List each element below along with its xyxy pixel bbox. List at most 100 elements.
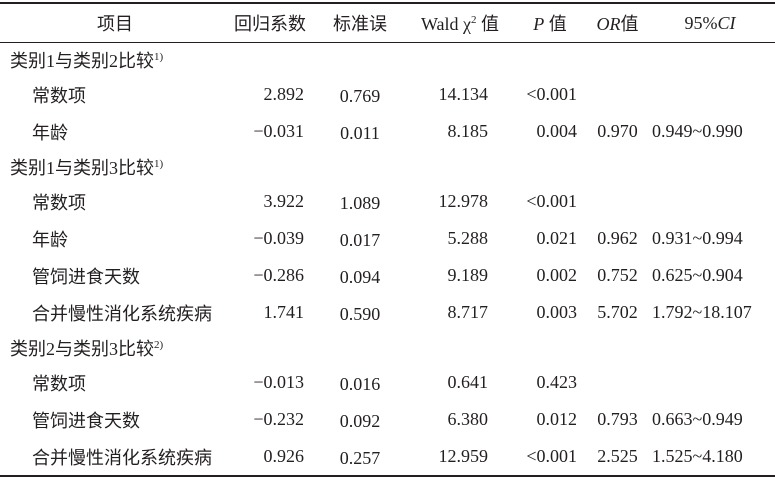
header-text: 标准误 <box>333 14 387 34</box>
cell: 0.590 <box>310 294 410 331</box>
header-row: 项目 回归系数 标准误 Wald χ2 值 P 值 OR值 95%CI <box>0 3 775 43</box>
row-label: 常数项 <box>32 192 86 213</box>
group-title: 类别1与类别2比较 <box>10 50 154 71</box>
cell: 0.094 <box>310 257 410 294</box>
table-header: 项目 回归系数 标准误 Wald χ2 值 P 值 OR值 95%CI <box>0 3 775 43</box>
cell <box>645 76 775 113</box>
cell-value: 0.003 <box>536 302 578 322</box>
cell: 0.641 <box>410 364 510 401</box>
group-note: 1) <box>154 157 164 170</box>
data-row: 管饲进食天数 −0.286 0.094 9.189 0.002 0.752 0.625~0.… <box>0 257 775 294</box>
header-text: 回归系数 <box>234 14 306 34</box>
cell-value: 0.926 <box>263 446 305 466</box>
cell-value: 1.792~18.107 <box>652 302 752 322</box>
cell: 0.926 <box>230 438 310 476</box>
cell-value: 0.962 <box>597 228 638 248</box>
cell-value: 0.970 <box>597 121 638 141</box>
group-cell: 类别1与类别3比较1) <box>0 150 775 183</box>
cell-value: 1.525~4.180 <box>652 446 743 466</box>
cell-value: 0.423 <box>536 372 578 392</box>
cell-value: 0.092 <box>339 411 381 431</box>
cell: 合并慢性消化系统疾病 <box>0 438 230 476</box>
cell <box>590 183 645 220</box>
cell: 0.012 <box>510 401 590 438</box>
cell <box>645 364 775 401</box>
cell-value: 3.922 <box>263 191 305 211</box>
cell-value: 5.288 <box>447 228 489 248</box>
header-cell: P 值 <box>510 3 590 43</box>
header-cell: 项目 <box>0 3 230 43</box>
group-row: 类别1与类别3比较1) <box>0 150 775 183</box>
cell: 0.011 <box>310 113 410 150</box>
cell: 0.752 <box>590 257 645 294</box>
cell-value: −0.286 <box>253 265 304 285</box>
cell-value: 0.002 <box>536 265 578 285</box>
group-note: 2) <box>154 338 164 351</box>
cell: 3.922 <box>230 183 310 220</box>
header-text: 95% <box>684 12 718 33</box>
cell-value: 0.011 <box>340 123 380 143</box>
cell: 1.792~18.107 <box>645 294 775 331</box>
data-row: 常数项 3.922 1.089 12.978 <0.001 <box>0 183 775 220</box>
cell-value: −0.039 <box>253 228 304 248</box>
header-italic: OR <box>596 14 621 34</box>
cell: 0.017 <box>310 220 410 257</box>
row-label: 常数项 <box>32 373 86 394</box>
cell-value: −0.013 <box>253 372 304 392</box>
cell: 0.423 <box>510 364 590 401</box>
row-label: 管饲进食天数 <box>32 410 140 431</box>
cell: 0.793 <box>590 401 645 438</box>
header-italic: P <box>533 14 545 34</box>
group-title: 类别1与类别3比较 <box>10 157 154 178</box>
header-text: Wald χ <box>420 14 472 34</box>
cell-value: 0.012 <box>536 409 578 429</box>
cell: 常数项 <box>0 183 230 220</box>
cell: <0.001 <box>510 76 590 113</box>
cell-value: 0.663~0.949 <box>652 409 743 429</box>
cell-value: 12.978 <box>438 191 489 211</box>
group-row: 类别1与类别2比较1) <box>0 43 775 77</box>
cell: 年龄 <box>0 220 230 257</box>
row-label: 合并慢性消化系统疾病 <box>32 303 212 324</box>
data-row: 年龄 −0.031 0.011 8.185 0.004 0.970 0.949~0.990 <box>0 113 775 150</box>
cell: 0.092 <box>310 401 410 438</box>
cell-value: 6.380 <box>447 409 489 429</box>
cell: 1.525~4.180 <box>645 438 775 476</box>
cell: 0.625~0.904 <box>645 257 775 294</box>
cell: 0.016 <box>310 364 410 401</box>
cell: 5.288 <box>410 220 510 257</box>
cell: 0.003 <box>510 294 590 331</box>
cell: 0.949~0.990 <box>645 113 775 150</box>
cell: 管饲进食天数 <box>0 401 230 438</box>
header-cell: 回归系数 <box>230 3 310 43</box>
cell: 0.769 <box>310 76 410 113</box>
cell: 1.741 <box>230 294 310 331</box>
header-text: 值 <box>620 14 639 34</box>
header-cell: 95%CI <box>645 3 775 43</box>
cell-value: 0.949~0.990 <box>652 121 743 141</box>
cell-value: <0.001 <box>526 191 577 211</box>
header-cell: 标准误 <box>310 3 410 43</box>
cell-value: 14.134 <box>438 84 489 104</box>
cell: −0.031 <box>230 113 310 150</box>
cell <box>645 183 775 220</box>
cell-value: 5.702 <box>597 302 638 322</box>
cell-value: 0.016 <box>339 374 381 394</box>
cell: 0.002 <box>510 257 590 294</box>
cell-value: 8.717 <box>447 302 489 322</box>
cell-value: 0.641 <box>447 372 489 392</box>
cell <box>590 364 645 401</box>
cell: −0.286 <box>230 257 310 294</box>
cell-value: 0.257 <box>339 448 381 468</box>
cell: 0.257 <box>310 438 410 476</box>
cell-value: 1.741 <box>263 302 305 322</box>
cell-value: 0.590 <box>339 304 381 324</box>
cell: 9.189 <box>410 257 510 294</box>
group-note: 1) <box>154 50 164 63</box>
header-text: 项目 <box>97 14 133 34</box>
cell-value: 8.185 <box>447 121 489 141</box>
header-italic: CI <box>717 12 736 33</box>
header-cell: OR值 <box>590 3 645 43</box>
